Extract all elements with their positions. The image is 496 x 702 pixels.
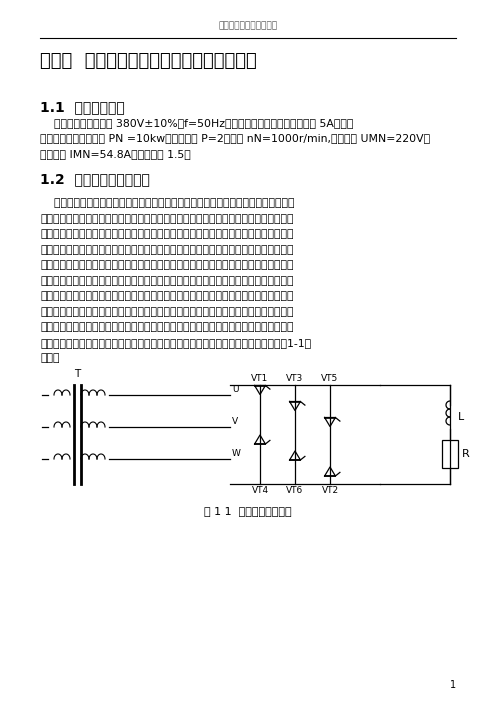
Text: 综合考虑比其它可控整流电路优越，故本设计确定选择三相桥式可控整流电路。如图（1-1）: 综合考虑比其它可控整流电路优越，故本设计确定选择三相桥式可控整流电路。如图（1-…	[40, 338, 311, 348]
Text: L: L	[458, 412, 464, 422]
Text: 1.1  主要技术数据: 1.1 主要技术数据	[40, 100, 125, 114]
Text: 1: 1	[450, 680, 456, 690]
Text: 晶闸管可控整流电路型式较多，各种整流电路的技术性能和经济性能个不相同。单相: 晶闸管可控整流电路型式较多，各种整流电路的技术性能和经济性能个不相同。单相	[40, 199, 295, 208]
Text: 量磁势，利用率低。当整流电压相同时，晶闸管元件的反峰压比三相桥式整流电路高，晶: 量磁势，利用率低。当整流电压相同时，晶闸管元件的反峰压比三相桥式整流电路高，晶	[40, 245, 294, 255]
Text: W: W	[232, 449, 241, 458]
Text: T: T	[74, 369, 81, 379]
Text: 第一章  主要技术数据和可控整流电路的选择: 第一章 主要技术数据和可控整流电路的选择	[40, 52, 257, 70]
Text: V: V	[232, 417, 238, 426]
Text: 1.2  可控整流电路的选择: 1.2 可控整流电路的选择	[40, 173, 150, 187]
Text: 可控整流电路电压脉动大、脉动频率低、影响电网三相平衡运行。三相半波可控整流电路: 可控整流电路电压脉动大、脉动频率低、影响电网三相平衡运行。三相半波可控整流电路	[40, 214, 294, 224]
Text: VT6: VT6	[286, 486, 304, 495]
Text: 图 1 1  三相桥式整流电路: 图 1 1 三相桥式整流电路	[204, 506, 292, 516]
Text: 所示。: 所示。	[40, 354, 60, 364]
Text: U: U	[232, 385, 239, 394]
Text: VT4: VT4	[251, 486, 268, 495]
Text: 种可控整流电路比较中可以看到：三相桥式可控整流电路从技术性能和经济性能两项指标: 种可控整流电路比较中可以看到：三相桥式可控整流电路从技术性能和经济性能两项指标	[40, 322, 294, 333]
Text: 额定电流 IMN=54.8A、过载倍数 1.5。: 额定电流 IMN=54.8A、过载倍数 1.5。	[40, 149, 191, 159]
Text: R: R	[462, 449, 470, 459]
Text: 虽然对影响电网三相平衡运行没有影响，但其脉动仍然较大。此外，整流变压器有直流分: 虽然对影响电网三相平衡运行没有影响，但其脉动仍然较大。此外，整流变压器有直流分	[40, 230, 294, 239]
Text: 可控整流电路少。三相桥式可控整流电路它的脉动系数比三相半波可控整流电路少一半，: 可控整流电路少。三相桥式可控整流电路它的脉动系数比三相半波可控整流电路少一半，	[40, 276, 294, 286]
Text: VT5: VT5	[321, 374, 339, 383]
Text: VT2: VT2	[321, 486, 339, 495]
Text: VT1: VT1	[251, 374, 269, 383]
Bar	[442, 440, 458, 468]
Text: 机额定参数：额定功率 PN =10kw、磁极对数 P=2、额定 nN=1000r/min,额定电压 UMN=220V、: 机额定参数：额定功率 PN =10kw、磁极对数 P=2、额定 nN=1000r…	[40, 133, 430, 143]
Text: 整流变压器没有直流分量磁势，变压器利用率高，晶闸管反峰压低。这种可控整流电路晶: 整流变压器没有直流分量磁势，变压器利用率高，晶闸管反峰压低。这种可控整流电路晶	[40, 291, 294, 301]
Text: VT3: VT3	[286, 374, 304, 383]
Text: 输入交流电源：三相 380V±10%、f=50Hz、直流输出电流连续的最小值为 5A。电动: 输入交流电源：三相 380V±10%、f=50Hz、直流输出电流连续的最小值为 …	[40, 118, 353, 128]
Text: 闸管价格高三相半波可控整流电路晶闸管数量比三相桥式可控整流电路少，投资比三相式: 闸管价格高三相半波可控整流电路晶闸管数量比三相桥式可控整流电路少，投资比三相式	[40, 260, 294, 270]
Text: 闸管数量是三相半波可控整流电路的两倍。总投资比三相半波可控整流电路多。从上面几: 闸管数量是三相半波可控整流电路的两倍。总投资比三相半波可控整流电路多。从上面几	[40, 307, 294, 317]
Text: 三相桥式整流电路的设计: 三相桥式整流电路的设计	[218, 21, 278, 30]
